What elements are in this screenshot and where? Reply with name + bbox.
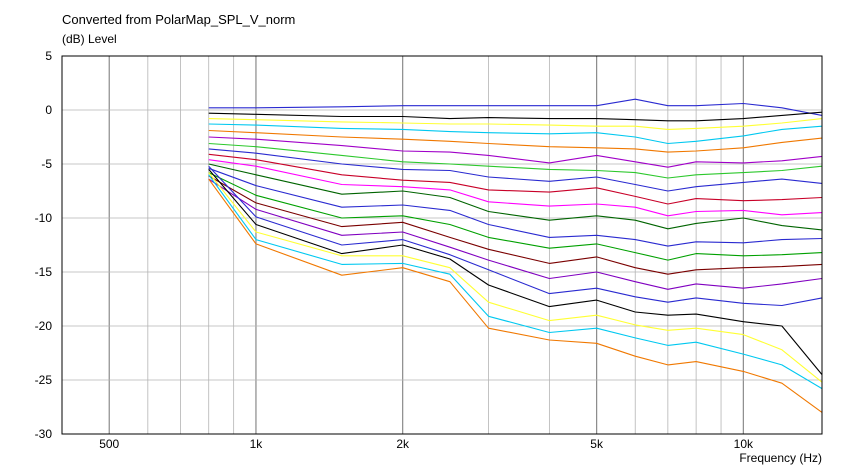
tick-labels: 5 0 -5 -10 -15 -20 -25 -30 500 1k 2k 5k 10k — [35, 49, 754, 451]
y-tick-label: 0 — [45, 103, 52, 117]
series-line-11 — [208, 163, 823, 231]
series-line-5 — [208, 129, 823, 153]
y-tick-label: -5 — [41, 157, 52, 171]
series-line-1 — [208, 98, 823, 116]
x-tick-label: 1k — [250, 437, 264, 451]
x-tick-label: 500 — [99, 437, 119, 451]
series-line-8 — [208, 148, 823, 192]
series-line-9 — [208, 153, 823, 205]
series-line-12 — [208, 167, 823, 247]
series-line-3 — [208, 118, 823, 130]
series-line-13 — [208, 172, 823, 261]
series-line-18 — [208, 172, 823, 383]
series-group — [208, 98, 823, 413]
series-line-6 — [208, 136, 823, 168]
series-line-20 — [208, 178, 823, 413]
series-line-10 — [208, 159, 823, 217]
series-line-17 — [208, 169, 823, 375]
x-axis-label: Frequency (Hz) — [739, 451, 822, 465]
y-tick-label: -10 — [35, 211, 53, 225]
chart-title: Converted from PolarMap_SPL_V_norm — [62, 12, 296, 27]
y-tick-label: -15 — [35, 265, 53, 279]
series-line-14 — [208, 175, 823, 275]
series-line-4 — [208, 123, 823, 145]
plot-frame — [61, 55, 823, 435]
y-tick-label: -30 — [35, 427, 53, 441]
series-line-15 — [208, 178, 823, 290]
series-line-16 — [208, 165, 823, 307]
y-axis-label: (dB) Level — [62, 32, 117, 46]
series-line-7 — [208, 142, 823, 179]
x-tick-label: 5k — [590, 437, 604, 451]
series-line-19 — [208, 174, 823, 390]
y-tick-label: -20 — [35, 319, 53, 333]
x-tick-label: 10k — [734, 437, 754, 451]
y-tick-label: 5 — [45, 49, 52, 63]
y-tick-label: -25 — [35, 373, 53, 387]
series-line-2 — [208, 111, 823, 122]
x-tick-label: 2k — [396, 437, 410, 451]
